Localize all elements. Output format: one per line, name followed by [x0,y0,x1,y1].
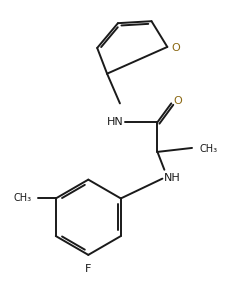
Text: HN: HN [107,117,123,127]
Text: O: O [173,97,182,106]
Text: F: F [85,264,91,274]
Text: CH₃: CH₃ [199,144,217,154]
Text: NH: NH [164,173,180,183]
Text: O: O [171,43,180,53]
Text: CH₃: CH₃ [14,194,32,203]
